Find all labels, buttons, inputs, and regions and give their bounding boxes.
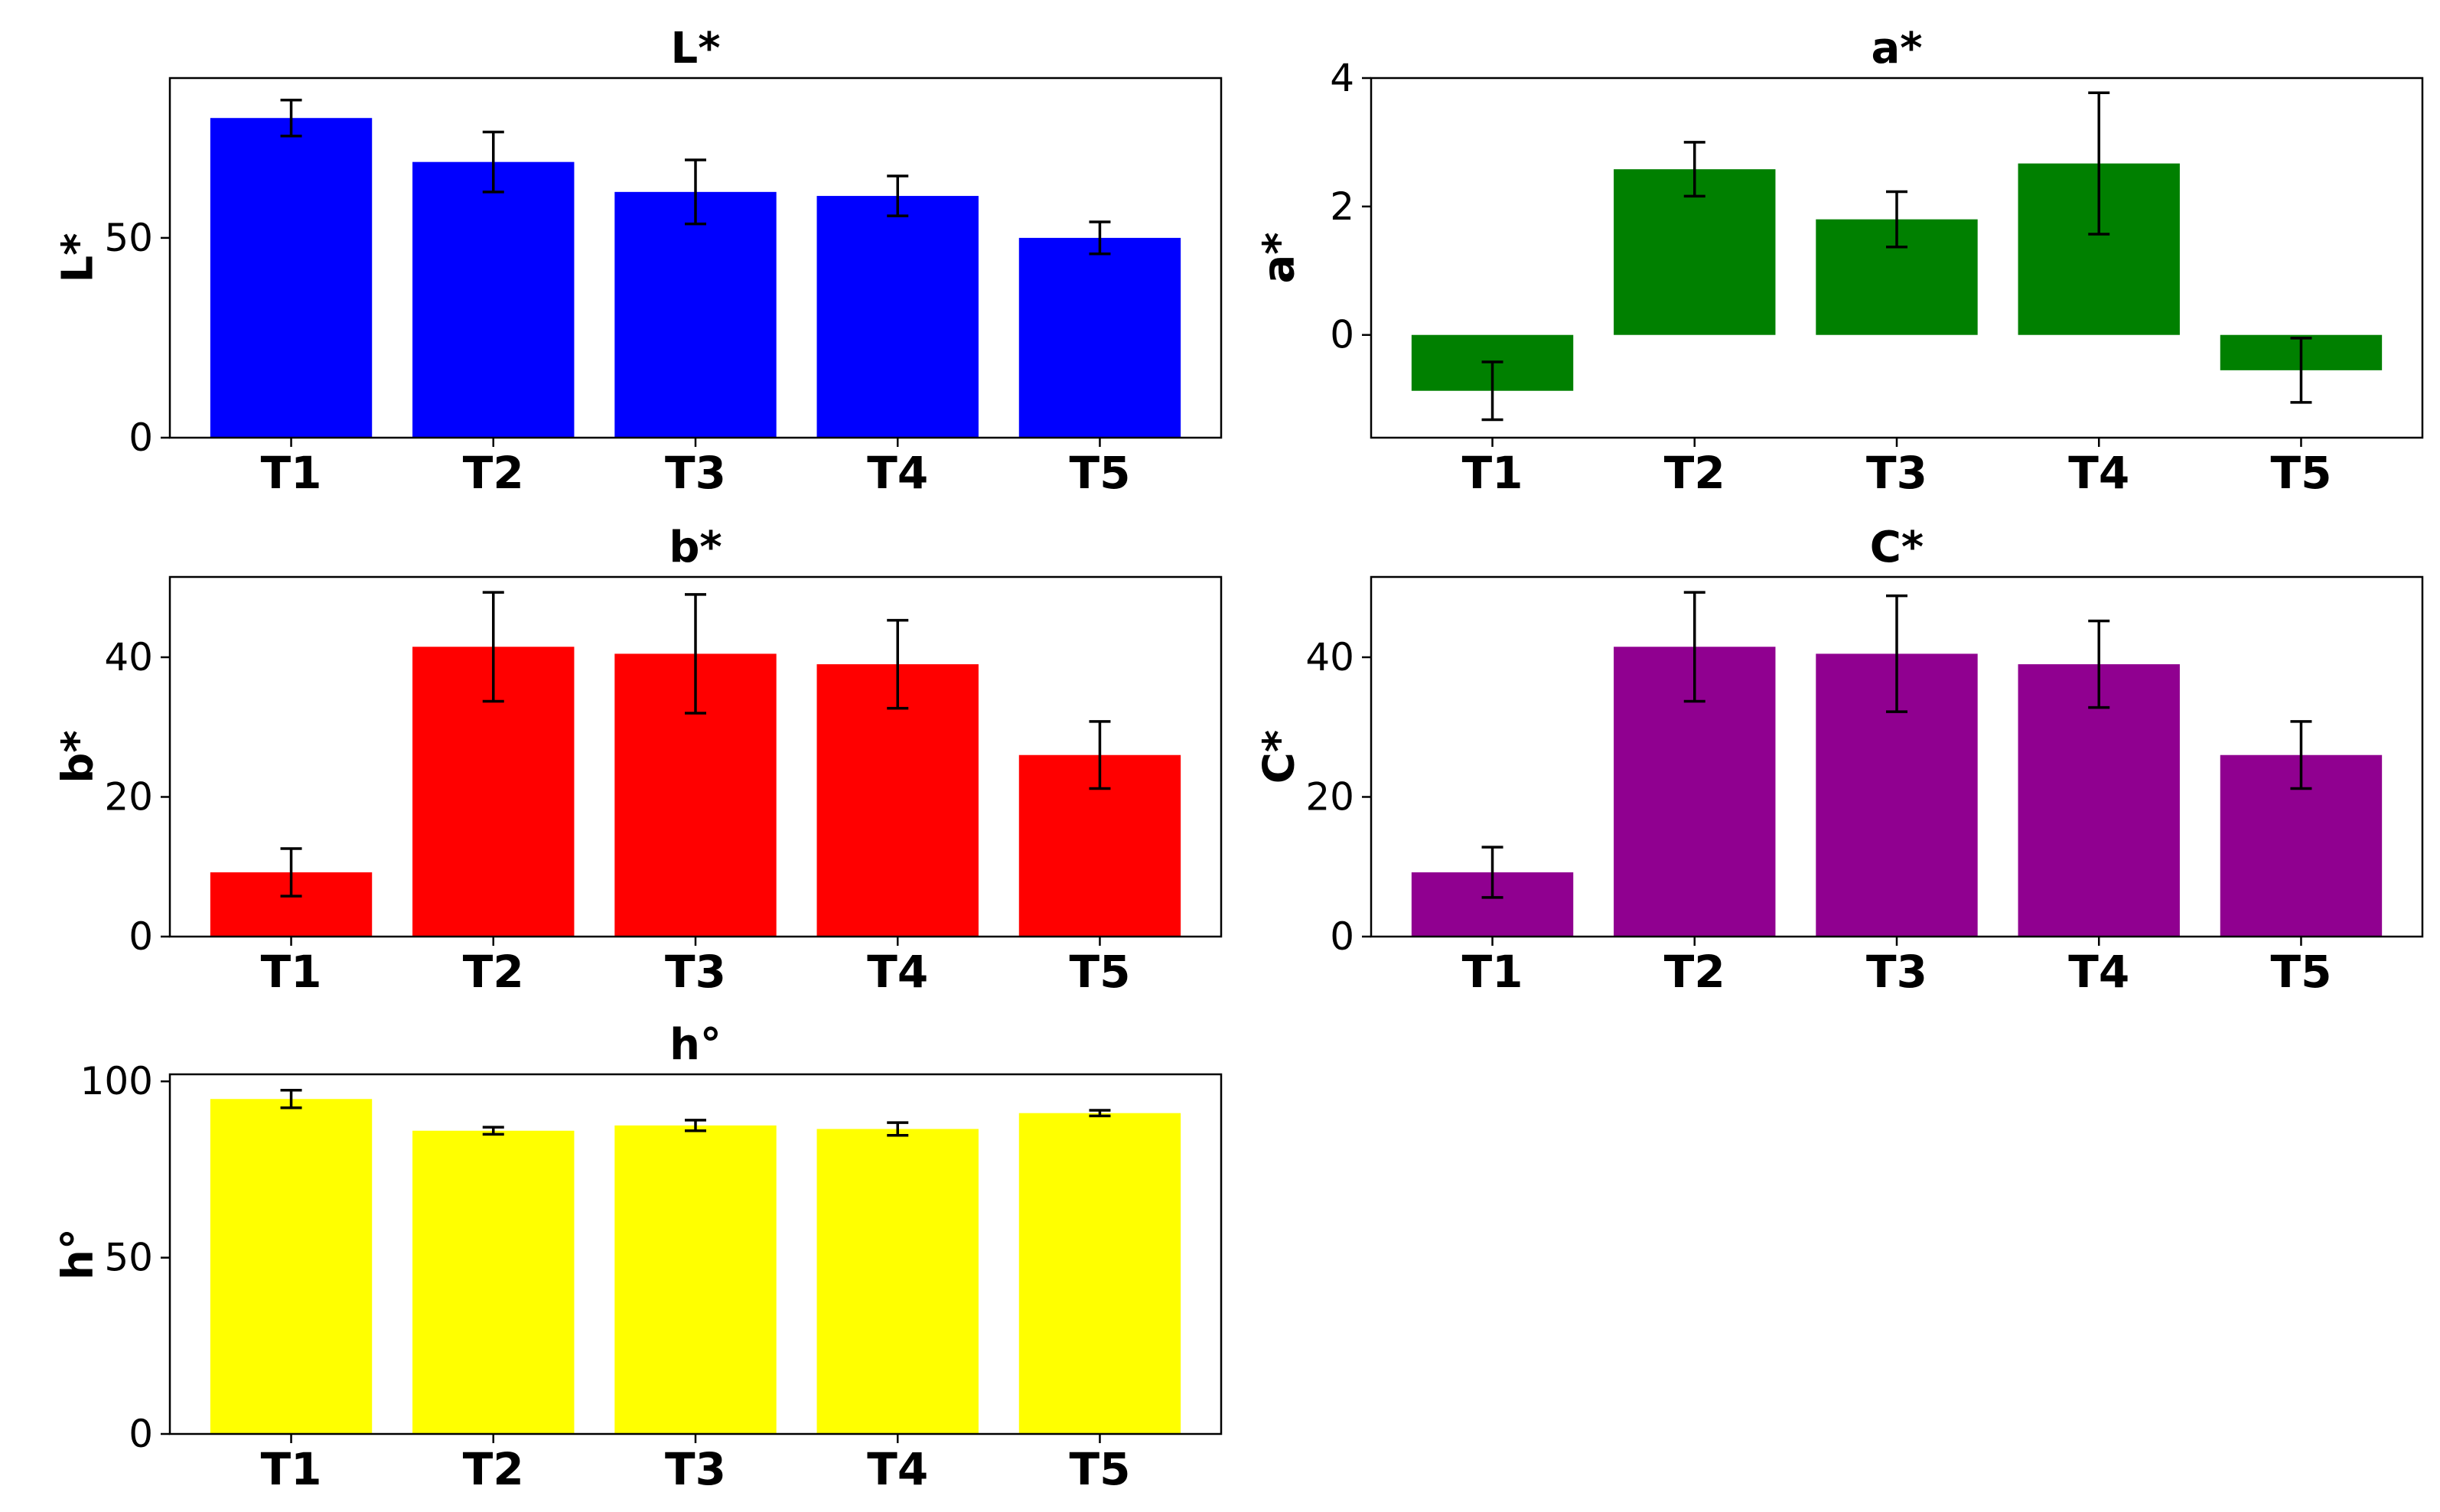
xtick-label-h-T4: T4	[867, 1443, 928, 1495]
xtick-label-L-T5: T5	[1070, 447, 1131, 499]
error-bar-L-T1	[280, 98, 302, 138]
panel-title-h: h°	[669, 1020, 722, 1070]
xtick-label-b-T1: T1	[261, 946, 322, 998]
xtick-label-h-T1: T1	[261, 1443, 322, 1495]
ylabel-a: a*	[1255, 232, 1305, 283]
error-bar-b-T3	[685, 593, 706, 715]
error-bar-a-T1	[1481, 360, 1503, 422]
xtick-label-h-T3: T3	[665, 1443, 726, 1495]
xtick-label-b-T5: T5	[1070, 946, 1131, 998]
bar-L-T1	[210, 118, 373, 438]
bar-L-T5	[1018, 237, 1181, 438]
error-bar-a-T5	[2290, 337, 2312, 404]
xtick-label-a-T4: T4	[2068, 447, 2129, 499]
xtick-label-L-T4: T4	[867, 447, 928, 499]
ytick-label-C-40: 40	[1305, 635, 1354, 679]
xtick-label-a-T3: T3	[1866, 447, 1927, 499]
error-bar-L-T5	[1089, 220, 1111, 256]
ytick-label-C-20: 20	[1305, 774, 1354, 819]
ylabel-b: b*	[54, 730, 103, 783]
error-bar-a-T4	[2088, 91, 2110, 236]
error-bar-L-T4	[887, 174, 909, 217]
ytick-label-L-0: 0	[129, 415, 153, 460]
xtick-label-C-T3: T3	[1866, 946, 1927, 998]
xtick-label-C-T4: T4	[2068, 946, 2129, 998]
bar-h-T3	[614, 1125, 777, 1434]
ytick-label-b-0: 0	[129, 914, 153, 959]
ytick-label-C-0: 0	[1330, 914, 1354, 959]
error-bar-a-T2	[1683, 141, 1705, 198]
xtick-label-h-T5: T5	[1070, 1443, 1131, 1495]
ylabel-h: h°	[54, 1228, 103, 1280]
error-bar-h-T5	[1089, 1109, 1111, 1118]
xtick-label-L-T2: T2	[463, 447, 524, 499]
error-bar-h-T4	[887, 1121, 909, 1137]
bar-C-T4	[2018, 664, 2180, 937]
error-bar-L-T2	[482, 130, 504, 194]
bar-h-T5	[1018, 1113, 1181, 1434]
error-bar-b-T4	[887, 618, 909, 710]
bar-b-T4	[816, 664, 979, 937]
xtick-label-a-T1: T1	[1462, 447, 1523, 499]
error-bar-C-T4	[2088, 619, 2110, 709]
ytick-label-b-20: 20	[104, 774, 153, 819]
error-bar-h-T3	[685, 1119, 706, 1132]
error-bar-h-T1	[280, 1088, 302, 1110]
error-bar-L-T3	[685, 158, 706, 226]
xtick-label-h-T2: T2	[463, 1443, 524, 1495]
bar-h-T4	[816, 1129, 979, 1434]
ytick-label-b-40: 40	[104, 635, 153, 679]
ytick-label-a-2: 2	[1330, 184, 1354, 229]
bar-h-T2	[412, 1130, 575, 1434]
ylabel-C: C*	[1255, 730, 1305, 784]
error-bar-b-T2	[482, 591, 504, 703]
xtick-label-b-T2: T2	[463, 946, 524, 998]
xtick-label-C-T1: T1	[1462, 946, 1523, 998]
ytick-label-L-50: 50	[104, 216, 153, 260]
panel-title-b: b*	[669, 523, 722, 572]
xtick-label-a-T2: T2	[1664, 447, 1725, 499]
ytick-label-a-4: 4	[1330, 56, 1354, 100]
xtick-label-L-T1: T1	[261, 447, 322, 499]
ylabel-L: L*	[54, 233, 103, 283]
ytick-label-h-0: 0	[129, 1412, 153, 1456]
panel-title-a: a*	[1871, 24, 1922, 73]
panel-h: 0 50 100 T1 T2 T3 T4 T5 h° h°	[54, 1020, 1223, 1495]
error-bar-C-T5	[2290, 720, 2312, 790]
xtick-label-a-T5: T5	[2271, 447, 2332, 499]
xtick-label-C-T5: T5	[2271, 946, 2332, 998]
bar-L-T3	[614, 191, 777, 438]
ytick-label-h-100: 100	[80, 1059, 153, 1103]
bar-L-T2	[412, 161, 575, 438]
xtick-label-b-T3: T3	[665, 946, 726, 998]
xtick-label-C-T2: T2	[1664, 946, 1725, 998]
error-bar-h-T2	[482, 1126, 504, 1136]
bar-h-T1	[210, 1099, 373, 1434]
ytick-label-a-0: 0	[1330, 313, 1354, 357]
panel-b: 0 20 40 T1 T2 T3 T4 T5 b* b*	[54, 523, 1223, 998]
xtick-label-L-T3: T3	[665, 447, 726, 499]
error-bar-C-T2	[1683, 591, 1705, 703]
panel-C: 0 20 40 T1 T2 T3 T4 T5 C* C*	[1255, 523, 2424, 998]
error-bar-b-T5	[1089, 720, 1111, 790]
panel-title-L: L*	[671, 24, 721, 73]
panel-title-C: C*	[1870, 523, 1924, 572]
xtick-label-b-T4: T4	[867, 946, 928, 998]
panel-L: 0 50 T1 T2 T3 T4 T5 L* L*	[54, 24, 1223, 499]
panel-a: 0 2 4 T1 T2 T3 T4 T5 a* a*	[1255, 24, 2424, 499]
bar-L-T4	[816, 196, 979, 438]
error-bar-a-T3	[1886, 190, 1907, 249]
error-bar-C-T1	[1481, 846, 1503, 899]
error-bar-C-T3	[1886, 594, 1907, 713]
error-bar-b-T1	[280, 847, 302, 898]
ytick-label-h-50: 50	[104, 1236, 153, 1280]
